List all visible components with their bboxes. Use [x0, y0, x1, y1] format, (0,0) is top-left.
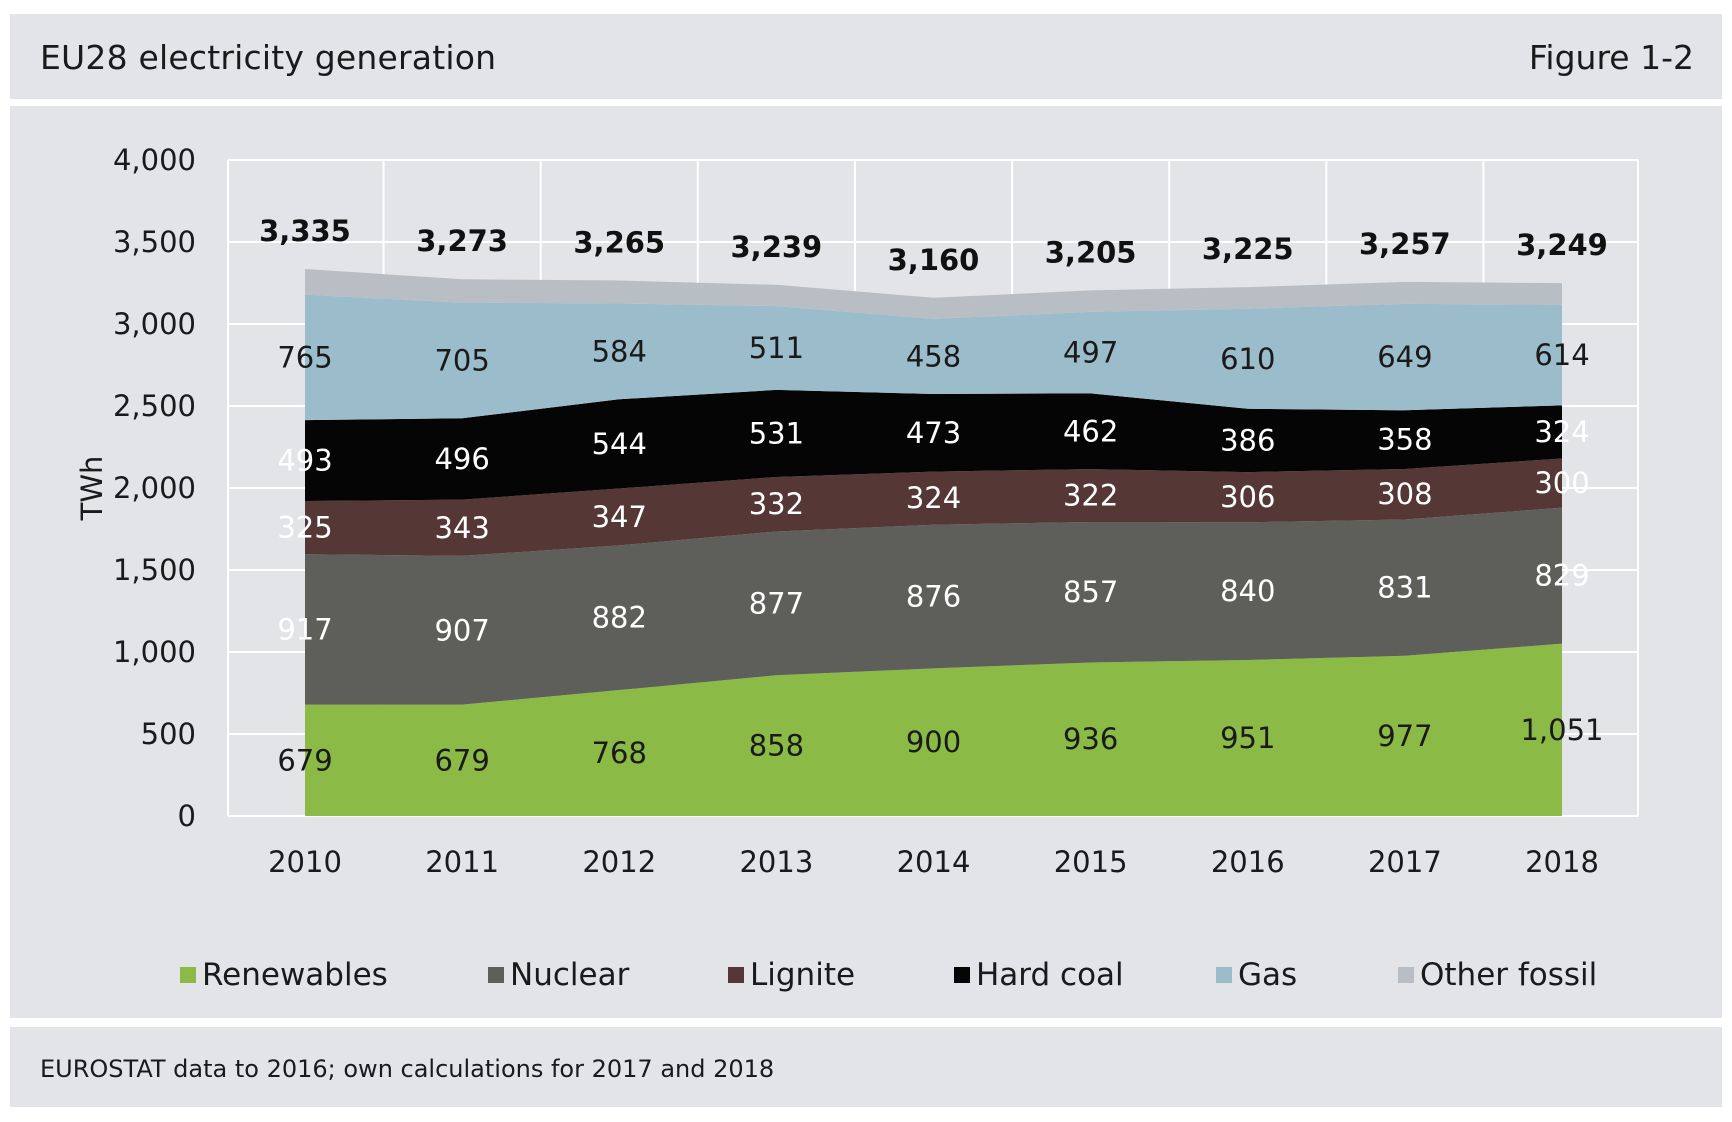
data-label-hard-coal-2016: 386	[1220, 423, 1275, 457]
x-tick-label-2015: 2015	[1054, 845, 1128, 879]
legend-label-renewables: Renewables	[202, 957, 388, 993]
legend-label-gas: Gas	[1238, 957, 1297, 993]
y-tick-label-8: 4,000	[113, 143, 196, 177]
x-tick-label-2018: 2018	[1525, 845, 1599, 879]
area-lignite	[305, 458, 1562, 556]
data-label-hard-coal-2014: 473	[906, 416, 961, 450]
x-tick-label-2014: 2014	[897, 845, 971, 879]
data-label-gas-2011: 705	[434, 343, 489, 377]
data-label-nuclear-2016: 840	[1220, 574, 1275, 608]
data-label-gas-2014: 458	[906, 339, 961, 373]
data-label-renewables-2012: 768	[592, 736, 647, 770]
total-label-2010: 3,335	[259, 214, 351, 248]
y-tick-label-0: 0	[178, 799, 196, 833]
data-label-nuclear-2011: 907	[434, 613, 489, 647]
figure-footer: EUROSTAT data to 2016; own calculations …	[10, 1027, 1722, 1107]
data-label-nuclear-2013: 877	[749, 586, 804, 620]
y-tick-label-6: 3,000	[113, 307, 196, 341]
total-label-2016: 3,225	[1202, 232, 1294, 266]
y-tick-label-1: 500	[141, 717, 196, 751]
data-label-hard-coal-2015: 462	[1063, 414, 1118, 448]
data-label-nuclear-2015: 857	[1063, 575, 1118, 609]
y-tick-label-5: 2,500	[113, 389, 196, 423]
figure-header: EU28 electricity generation Figure 1-2	[10, 14, 1722, 99]
x-tick-label-2013: 2013	[739, 845, 813, 879]
data-label-gas-2017: 649	[1377, 340, 1432, 374]
area-nuclear	[305, 507, 1562, 705]
data-label-lignite-2011: 343	[434, 511, 489, 545]
data-label-gas-2015: 497	[1063, 336, 1118, 370]
data-label-renewables-2010: 679	[277, 743, 332, 777]
legend-label-lignite: Lignite	[750, 957, 855, 993]
x-tick-label-2017: 2017	[1368, 845, 1442, 879]
data-label-nuclear-2017: 831	[1377, 571, 1432, 605]
legend-swatch-nuclear	[488, 967, 504, 983]
total-label-2018: 3,249	[1516, 228, 1608, 262]
y-tick-label-7: 3,500	[113, 225, 196, 259]
area-renewables	[305, 643, 1562, 816]
data-label-renewables-2011: 679	[434, 743, 489, 777]
total-label-2014: 3,160	[888, 243, 980, 277]
total-label-2015: 3,205	[1045, 235, 1137, 269]
data-label-renewables-2017: 977	[1377, 719, 1432, 753]
x-tick-label-2011: 2011	[425, 845, 499, 879]
data-label-lignite-2017: 308	[1377, 477, 1432, 511]
data-label-nuclear-2014: 876	[906, 580, 961, 614]
legend-label-hard-coal: Hard coal	[976, 957, 1124, 993]
data-label-renewables-2014: 900	[906, 725, 961, 759]
legend-label-other-fossil: Other fossil	[1420, 957, 1597, 993]
data-label-hard-coal-2012: 544	[592, 427, 647, 461]
chart-title: EU28 electricity generation	[40, 38, 497, 77]
data-label-renewables-2016: 951	[1220, 721, 1275, 755]
legend-swatch-lignite	[728, 967, 744, 983]
data-label-lignite-2016: 306	[1220, 480, 1275, 514]
chart-svg: 679 679 768 858 900 936 951 977 1,051 917 907 882 87…	[75, 143, 1639, 993]
area-hard-coal	[305, 389, 1562, 501]
data-label-nuclear-2010: 917	[277, 612, 332, 646]
data-label-lignite-2014: 324	[906, 481, 961, 515]
legend-swatch-renewables	[180, 967, 196, 983]
legend-swatch-gas	[1216, 967, 1232, 983]
x-tick-label-2012: 2012	[582, 845, 656, 879]
total-label-2013: 3,239	[731, 230, 823, 264]
data-label-renewables-2013: 858	[749, 729, 804, 763]
data-label-nuclear-2018: 829	[1534, 559, 1589, 593]
data-label-lignite-2010: 325	[277, 511, 332, 545]
legend-label-nuclear: Nuclear	[510, 957, 630, 993]
chart-panel: 679 679 768 858 900 936 951 977 1,051 917 907 882 87…	[10, 106, 1722, 1018]
area-other-fossil	[305, 269, 1562, 319]
data-label-hard-coal-2013: 531	[749, 416, 804, 450]
data-label-lignite-2018: 300	[1534, 466, 1589, 500]
data-label-hard-coal-2017: 358	[1377, 423, 1432, 457]
x-tick-label-2010: 2010	[268, 845, 342, 879]
legend-swatch-hard-coal	[954, 967, 970, 983]
legend-swatch-other-fossil	[1398, 967, 1414, 983]
source-note: EUROSTAT data to 2016; own calculations …	[40, 1055, 775, 1083]
data-label-gas-2010: 765	[277, 340, 332, 374]
y-axis-title: TWh	[75, 456, 109, 522]
data-label-nuclear-2012: 882	[592, 601, 647, 635]
total-label-2011: 3,273	[416, 224, 508, 258]
data-label-hard-coal-2010: 493	[277, 444, 332, 478]
y-tick-label-2: 1,000	[113, 635, 196, 669]
data-label-gas-2016: 610	[1220, 342, 1275, 376]
data-label-gas-2012: 584	[592, 334, 647, 368]
data-label-gas-2018: 614	[1534, 338, 1589, 372]
x-tick-label-2016: 2016	[1211, 845, 1285, 879]
data-label-gas-2013: 511	[749, 331, 804, 365]
data-label-lignite-2012: 347	[592, 500, 647, 534]
data-label-hard-coal-2011: 496	[434, 442, 489, 476]
total-label-2012: 3,265	[573, 226, 665, 260]
data-label-renewables-2015: 936	[1063, 722, 1118, 756]
data-label-renewables-2018: 1,051	[1520, 713, 1603, 747]
data-label-hard-coal-2018: 324	[1534, 415, 1589, 449]
data-label-lignite-2015: 322	[1063, 479, 1118, 513]
data-label-lignite-2013: 332	[749, 487, 804, 521]
figure-number: Figure 1-2	[1528, 38, 1694, 77]
area-gas	[305, 294, 1562, 421]
y-tick-label-4: 2,000	[113, 471, 196, 505]
total-label-2017: 3,257	[1359, 227, 1451, 261]
y-tick-label-3: 1,500	[113, 553, 196, 587]
